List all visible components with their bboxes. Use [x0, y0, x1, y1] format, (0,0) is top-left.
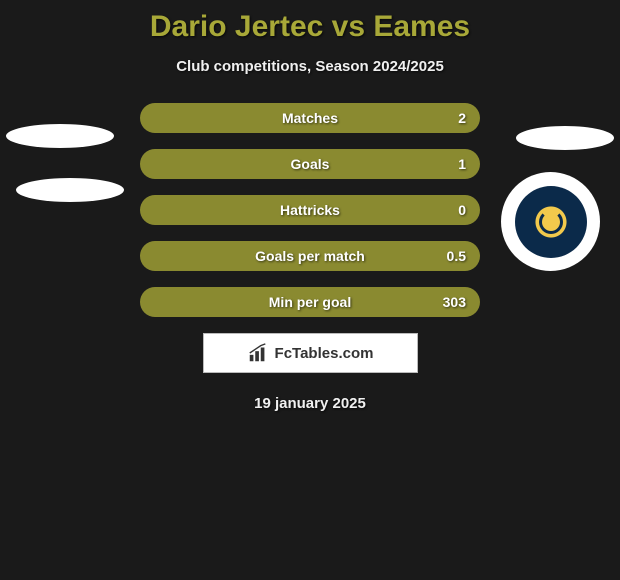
stat-right-value: 0	[458, 202, 466, 218]
stat-row-goals: Goals 1	[140, 149, 480, 179]
stat-right-value: 0.5	[447, 248, 466, 264]
attribution-text: FcTables.com	[275, 345, 374, 362]
date-label: 19 january 2025	[0, 395, 620, 412]
stat-right-value: 303	[443, 294, 466, 310]
stat-label: Goals per match	[255, 248, 365, 264]
club-badge-circle	[501, 172, 600, 271]
player2-placeholder	[516, 126, 614, 150]
chart-icon	[247, 342, 269, 364]
page-title: Dario Jertec vs Eames	[0, 0, 620, 44]
stat-right-value: 2	[458, 110, 466, 126]
stat-row-matches: Matches 2	[140, 103, 480, 133]
stat-label: Hattricks	[280, 202, 340, 218]
stat-label: Matches	[282, 110, 338, 126]
page-subtitle: Club competitions, Season 2024/2025	[0, 58, 620, 75]
stat-row-hattricks: Hattricks 0	[140, 195, 480, 225]
stat-label: Min per goal	[269, 294, 351, 310]
club-logo	[515, 186, 587, 258]
attribution-badge[interactable]: FcTables.com	[203, 333, 418, 373]
stat-right-value: 1	[458, 156, 466, 172]
stat-row-min-per-goal: Min per goal 303	[140, 287, 480, 317]
stat-row-goals-per-match: Goals per match 0.5	[140, 241, 480, 271]
player1-placeholder-bottom	[16, 178, 124, 202]
stat-label: Goals	[291, 156, 330, 172]
player1-placeholder-top	[6, 124, 114, 148]
